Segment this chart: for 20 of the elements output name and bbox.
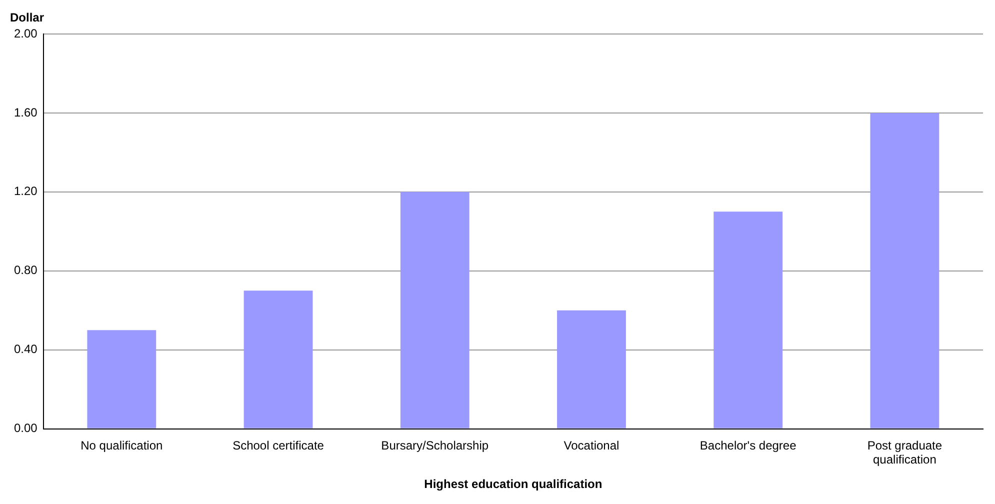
y-tick-label: 0.00 (14, 421, 38, 436)
bar (870, 112, 940, 428)
x-tick-label: School certificate (232, 438, 324, 452)
y-axis-title: Dollar (10, 10, 44, 24)
y-tick-label: 0.80 (14, 263, 38, 278)
bar (244, 290, 313, 428)
y-tick-label: 2.00 (14, 26, 38, 40)
bar (400, 192, 470, 428)
x-axis-title: Highest education qualification (424, 477, 602, 492)
bar (557, 310, 626, 428)
bar (87, 330, 156, 428)
y-tick-label: 1.60 (14, 105, 38, 120)
x-tick-label: Bachelor's degree (700, 438, 797, 452)
y-tick-label: 1.20 (14, 184, 38, 198)
bar (714, 212, 783, 428)
x-tick-label: Post graduate qualification (867, 438, 942, 467)
x-tick-label: Vocational (564, 438, 620, 452)
y-tick-label: 0.40 (14, 342, 38, 356)
x-tick-label: No qualification (80, 438, 163, 452)
x-tick-label: Bursary/Scholarship (381, 438, 489, 452)
